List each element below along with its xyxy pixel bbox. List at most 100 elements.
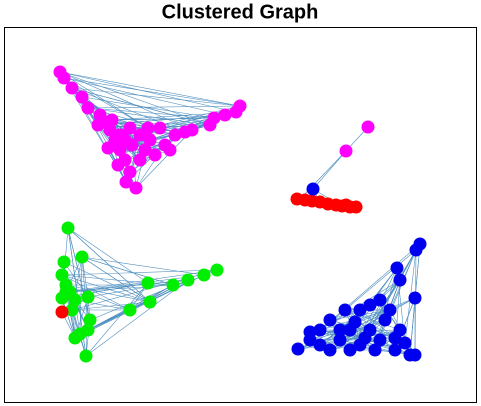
node <box>141 276 155 290</box>
node <box>333 323 347 337</box>
node <box>143 133 157 147</box>
node <box>55 305 69 319</box>
node <box>118 133 132 147</box>
node <box>148 148 162 162</box>
node <box>141 121 155 135</box>
node <box>59 285 73 299</box>
node <box>55 268 69 282</box>
node <box>398 336 412 350</box>
node <box>210 263 224 277</box>
node <box>358 331 372 345</box>
node <box>303 325 317 339</box>
node <box>229 105 243 119</box>
node <box>197 268 211 282</box>
node <box>168 128 182 142</box>
node <box>75 90 89 104</box>
node <box>68 331 82 345</box>
node <box>343 343 357 357</box>
edge <box>67 227 151 303</box>
node <box>185 123 199 137</box>
node <box>83 313 97 327</box>
node <box>373 293 387 307</box>
edge <box>79 256 83 335</box>
node <box>363 298 377 312</box>
node <box>408 291 422 305</box>
edge <box>81 256 151 303</box>
node <box>105 113 119 127</box>
node <box>361 120 375 134</box>
node <box>181 273 195 287</box>
node <box>323 343 337 357</box>
edge <box>69 274 205 293</box>
edge <box>61 297 76 339</box>
node <box>166 278 180 292</box>
edge <box>309 297 416 341</box>
edge <box>85 282 149 357</box>
node <box>408 348 422 362</box>
edge <box>344 249 417 311</box>
edge <box>329 319 396 339</box>
edge <box>63 77 241 107</box>
node <box>65 303 79 317</box>
node <box>409 243 423 257</box>
node <box>368 343 382 357</box>
node <box>129 181 143 195</box>
nodes <box>53 65 427 363</box>
node <box>393 273 407 287</box>
node <box>388 331 402 345</box>
node <box>390 261 404 275</box>
edge <box>71 301 151 311</box>
plot-frame <box>4 27 477 403</box>
edge <box>67 227 149 284</box>
node <box>65 81 79 95</box>
node <box>313 338 327 352</box>
node <box>91 118 105 132</box>
edge <box>87 107 215 119</box>
node <box>163 143 177 157</box>
node <box>123 303 137 317</box>
node <box>68 293 82 307</box>
edge <box>59 71 211 126</box>
node <box>339 198 353 212</box>
node <box>61 221 75 235</box>
node <box>119 175 133 189</box>
node <box>353 303 367 317</box>
edge <box>63 77 226 116</box>
node <box>111 158 125 172</box>
edge <box>59 71 241 107</box>
node <box>218 108 232 122</box>
title: Clustered Graph <box>162 1 319 23</box>
node <box>383 303 397 317</box>
edge <box>111 117 215 121</box>
edge <box>87 107 211 126</box>
node <box>153 121 167 135</box>
node <box>81 101 95 115</box>
node <box>75 250 89 264</box>
edge <box>374 249 417 351</box>
node <box>291 342 305 356</box>
node <box>339 144 353 158</box>
node <box>103 123 117 137</box>
node <box>133 153 147 167</box>
edge <box>59 71 237 113</box>
edge <box>344 309 401 331</box>
node <box>207 111 221 125</box>
node <box>349 200 363 214</box>
node <box>143 295 157 309</box>
node <box>333 333 347 347</box>
node <box>101 141 115 155</box>
node <box>338 303 352 317</box>
node <box>138 143 152 157</box>
edge <box>61 269 218 276</box>
edge <box>61 274 131 311</box>
node <box>57 71 71 85</box>
node <box>123 165 137 179</box>
node <box>373 333 387 347</box>
node <box>323 313 337 327</box>
node <box>378 313 392 327</box>
node <box>388 343 402 357</box>
edge <box>63 261 151 303</box>
edge <box>65 269 218 293</box>
edge <box>81 256 174 286</box>
edge <box>81 256 205 276</box>
